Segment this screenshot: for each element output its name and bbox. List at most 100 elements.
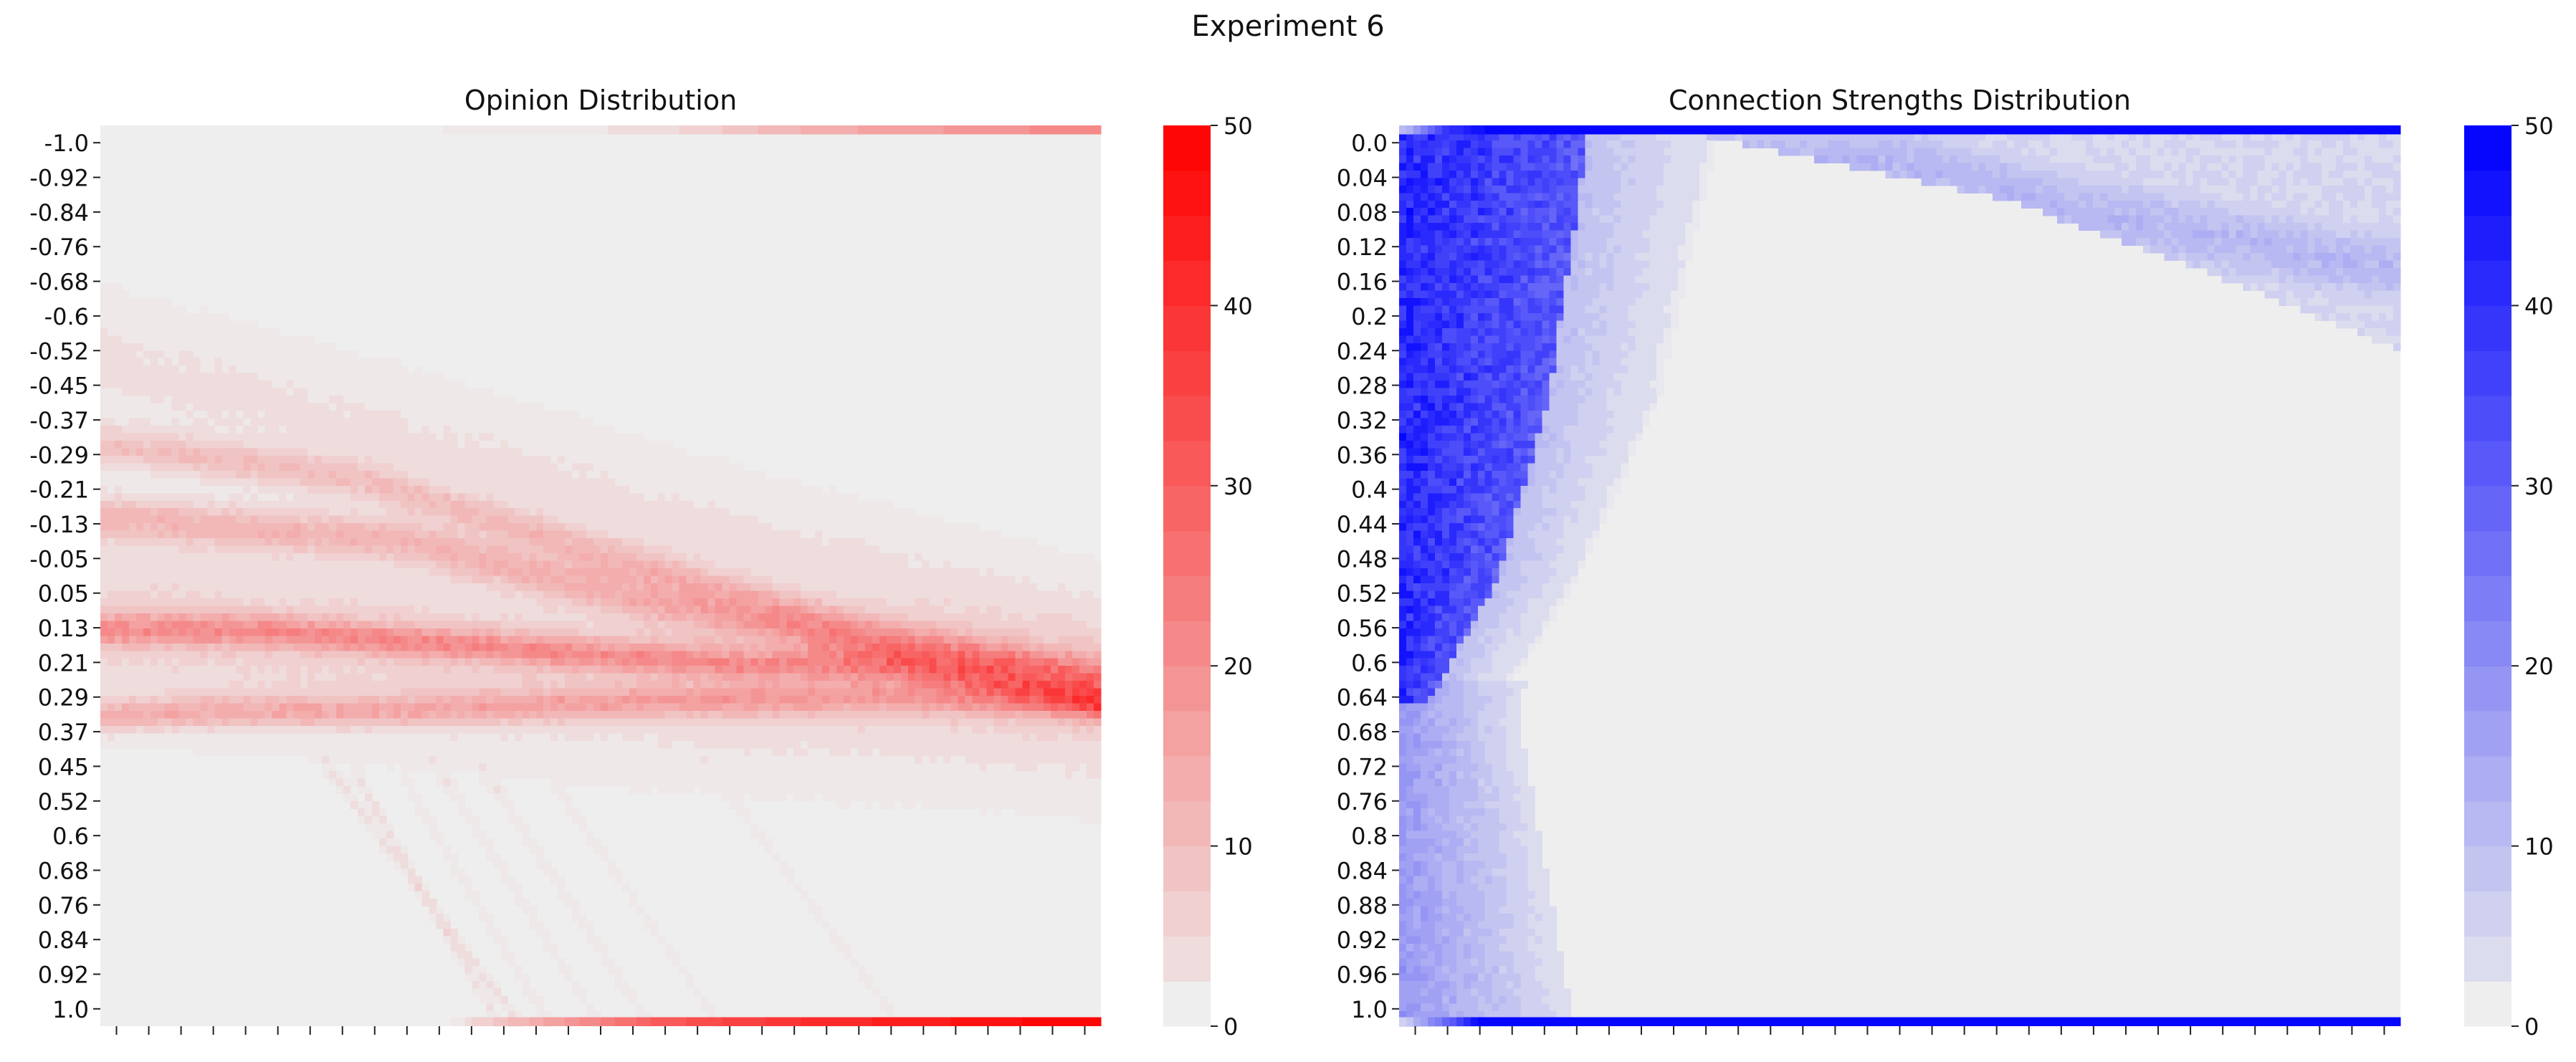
heatmap-cell [329, 523, 337, 532]
heatmap-cell [343, 703, 373, 712]
heatmap-cell [1513, 297, 1522, 306]
heatmap-cell [1535, 951, 1565, 960]
heatmap-cell [1542, 996, 1572, 1005]
heatmap-cell [2171, 148, 2180, 156]
heatmap-cell [2343, 245, 2351, 254]
heatmap-cell [2314, 200, 2322, 209]
heatmap-cell [1413, 621, 1421, 629]
heatmap-edge-cell [765, 125, 773, 135]
heatmap-cell [2121, 208, 2129, 216]
heatmap-cell [229, 365, 237, 374]
heatmap-cell [443, 636, 459, 644]
heatmap-cell [543, 718, 551, 727]
heatmap-cell [1570, 440, 1600, 449]
heatmap-cell [1456, 981, 1464, 990]
heatmap-cell [286, 598, 301, 606]
heatmap-cell [1441, 673, 1450, 681]
heatmap-cell [2300, 297, 2308, 306]
heatmap-cell [700, 575, 730, 584]
heatmap-cell [993, 666, 1001, 674]
heatmap-cell [343, 598, 351, 606]
heatmap-cell [1449, 253, 1457, 262]
heatmap-cell [1556, 312, 1565, 321]
heatmap-cell [1413, 403, 1421, 411]
heatmap-edge-cell [1664, 125, 1671, 135]
heatmap-cell [1420, 538, 1428, 547]
heatmap-cell [693, 606, 702, 614]
heatmap-cell [1563, 223, 1572, 231]
heatmap-cell [907, 688, 916, 697]
heatmap-cell [1406, 523, 1414, 532]
heatmap-cell [272, 703, 280, 712]
heatmap-cell [100, 538, 108, 547]
heatmap-cell [1585, 260, 1600, 269]
heatmap-cell [1449, 673, 1457, 681]
heatmap-cell [772, 651, 801, 659]
heatmap-cell [1441, 575, 1450, 584]
heatmap-cell [1399, 770, 1421, 779]
heatmap-edge-cell [758, 125, 765, 135]
heatmap-cell [1492, 327, 1507, 336]
heatmap-cell [2314, 223, 2322, 231]
heatmap-cell [1420, 553, 1428, 562]
heatmap-cell [636, 1011, 652, 1020]
heatmap-edge-cell [786, 1017, 794, 1026]
heatmap-cell [386, 553, 394, 562]
heatmap-cell [1427, 223, 1450, 231]
heatmap-cell [307, 455, 315, 464]
heatmap-cell [1477, 508, 1493, 517]
heatmap-cell [1499, 396, 1507, 404]
heatmap-cell [1427, 823, 1443, 832]
heatmap-edge-cell [565, 1017, 573, 1026]
heatmap-cell [207, 500, 216, 509]
heatmap-cell [1441, 193, 1450, 201]
heatmap-cell [1520, 508, 1557, 517]
heatmap-edge-cell [686, 125, 695, 135]
heatmap-cell [507, 718, 523, 727]
heatmap-cell [1399, 996, 1443, 1005]
heatmap-cell [679, 606, 687, 614]
heatmap-cell [400, 778, 416, 787]
heatmap-cell [1549, 396, 1586, 404]
heatmap-cell [186, 628, 194, 636]
heatmap-cell [1470, 928, 1493, 937]
heatmap-cell [1449, 545, 1457, 554]
heatmap-cell [164, 613, 173, 621]
heatmap-cell [2307, 260, 2322, 269]
heatmap-cell [1399, 583, 1407, 592]
heatmap-cell [221, 696, 230, 704]
heatmap-cell [450, 733, 459, 742]
heatmap-cell [851, 703, 880, 712]
heatmap-cell [1542, 403, 1550, 411]
heatmap-cell [607, 869, 623, 877]
heatmap-cell [950, 658, 959, 666]
heatmap-cell [2343, 208, 2380, 216]
heatmap-cell [1449, 936, 1457, 944]
heatmap-cell [808, 740, 1102, 750]
heatmap-cell [507, 530, 530, 539]
heatmap-cell [250, 673, 287, 681]
heatmap-cell [664, 943, 673, 952]
heatmap-cell [1484, 327, 1493, 336]
heatmap-cell [1094, 703, 1102, 712]
heatmap-cell [1456, 215, 1464, 224]
heatmap-cell [1542, 553, 1557, 562]
heatmap-cell [329, 598, 344, 606]
heatmap-edge-cell [1707, 125, 1714, 135]
heatmap-cell [157, 718, 173, 727]
heatmap-cell [350, 621, 358, 629]
heatmap-cell [1413, 913, 1421, 922]
heatmap-cell [135, 500, 194, 509]
heatmap-edge-cell [464, 1017, 473, 1026]
heatmap-cell [1463, 913, 1471, 922]
heatmap-cell [1065, 688, 1073, 697]
heatmap-cell [1563, 545, 1586, 554]
heatmap-cell [378, 613, 387, 621]
heatmap-cell [1456, 178, 1464, 186]
heatmap-cell [436, 628, 452, 636]
heatmap-cell [936, 628, 952, 636]
heatmap-cell [350, 628, 358, 636]
heatmap-cell [1556, 538, 1586, 547]
heatmap-cell [2207, 223, 2223, 231]
heatmap-cell [2064, 208, 2115, 216]
